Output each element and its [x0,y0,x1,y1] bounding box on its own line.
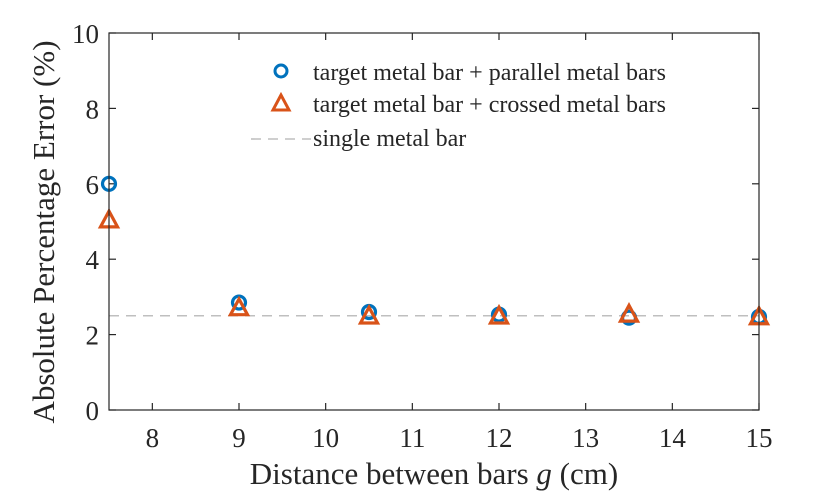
legend-label-crossed: target metal bar + crossed metal bars [313,92,666,118]
x-tick-label-8: 8 [146,423,160,453]
y-tick-label-6: 6 [86,170,100,200]
marker-crossed-1 [227,295,251,317]
x-axis-title: Distance between bars g (cm) [250,456,618,491]
x-tick-label-15: 15 [746,423,773,453]
data-markers [97,175,771,326]
y-tick-label-0: 0 [86,396,100,426]
legend: target metal bar + parallel metal bars t… [251,60,666,152]
tick-labels: 8 9 10 11 12 13 14 15 0 2 4 6 8 10 [72,19,773,453]
legend-label-parallel: target metal bar + parallel metal bars [313,60,666,86]
legend-marker-parallel [273,63,289,79]
x-tick-label-12: 12 [486,423,513,453]
x-axis-title-variable: g [536,456,552,491]
plot-area [109,33,759,410]
x-tick-label-10: 10 [312,423,339,453]
legend-label-single: single metal bar [313,126,466,152]
x-tick-label-9: 9 [232,423,246,453]
axes-frame [108,32,760,411]
y-tick-label-8: 8 [86,94,100,124]
marker-crossed-2 [357,303,381,325]
y-axis-title: Absolute Percentage Error (%) [26,40,61,423]
x-tick-label-11: 11 [399,423,425,453]
marker-crossed-4 [617,302,641,323]
plot-background [109,33,759,410]
x-tick-label-13: 13 [572,423,599,453]
x-tick-label-14: 14 [659,423,687,453]
marker-crossed-3 [487,303,511,325]
y-tick-label-2: 2 [86,321,100,351]
x-axis-title-unit: (cm) [552,456,618,491]
x-axis-title-main: Distance between bars [250,456,537,491]
y-tick-label-10: 10 [72,19,99,49]
legend-marker-crossed [270,91,292,112]
y-tick-label-4: 4 [86,245,100,275]
